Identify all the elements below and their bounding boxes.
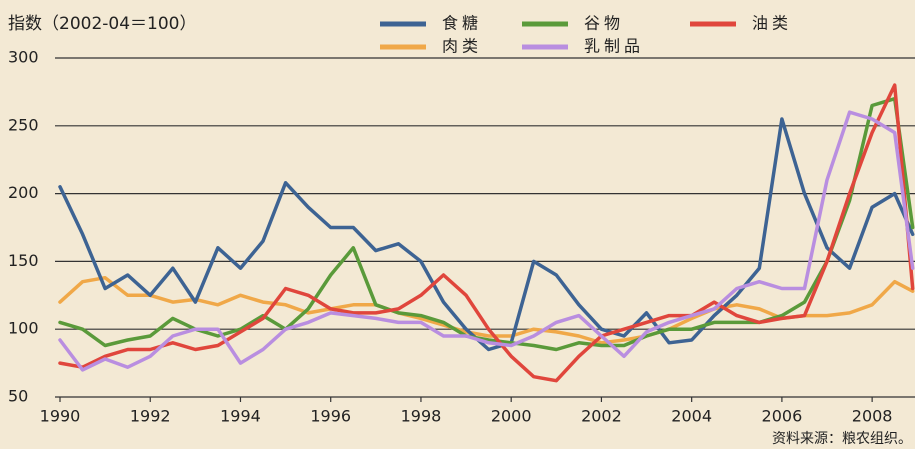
legend-label: 食糖 [442, 14, 482, 33]
x-tick-label: 1998 [401, 407, 442, 426]
legend-bg [374, 14, 504, 34]
x-tick-label: 1990 [40, 407, 81, 426]
y-tick-label: 150 [8, 251, 39, 270]
series-line [58, 96, 915, 352]
y-tick-label: 100 [8, 319, 39, 338]
x-tick-label: 2002 [581, 407, 622, 426]
legend-label: 油类 [752, 14, 792, 33]
legend-bg [516, 14, 646, 34]
chart-title: 指数（2002-04＝100） [8, 14, 196, 34]
x-tick-label: 2008 [852, 407, 893, 426]
series-line [58, 275, 915, 345]
source-note: 资料来源：粮农组织。 [772, 431, 912, 447]
legend-bg [516, 37, 646, 57]
legend-bg [684, 14, 814, 34]
legend-bg [374, 37, 504, 57]
legend-label: 肉类 [442, 37, 482, 56]
y-tick-label: 300 [8, 48, 39, 67]
legend-label: 谷物 [584, 14, 624, 33]
series-line [58, 110, 915, 372]
x-tick-label: 1992 [130, 407, 171, 426]
y-tick-label: 250 [8, 115, 39, 134]
y-tick-label: 50 [8, 387, 28, 406]
y-tick-label: 200 [8, 183, 39, 202]
x-tick-label: 2006 [762, 407, 803, 426]
x-tick-label: 1996 [310, 407, 351, 426]
series-line [58, 83, 915, 383]
series-line [58, 117, 915, 352]
legend-label: 乳制品 [584, 37, 644, 56]
x-tick-label: 2000 [491, 407, 532, 426]
x-tick-label: 1994 [220, 407, 261, 426]
x-tick-label: 2004 [671, 407, 712, 426]
